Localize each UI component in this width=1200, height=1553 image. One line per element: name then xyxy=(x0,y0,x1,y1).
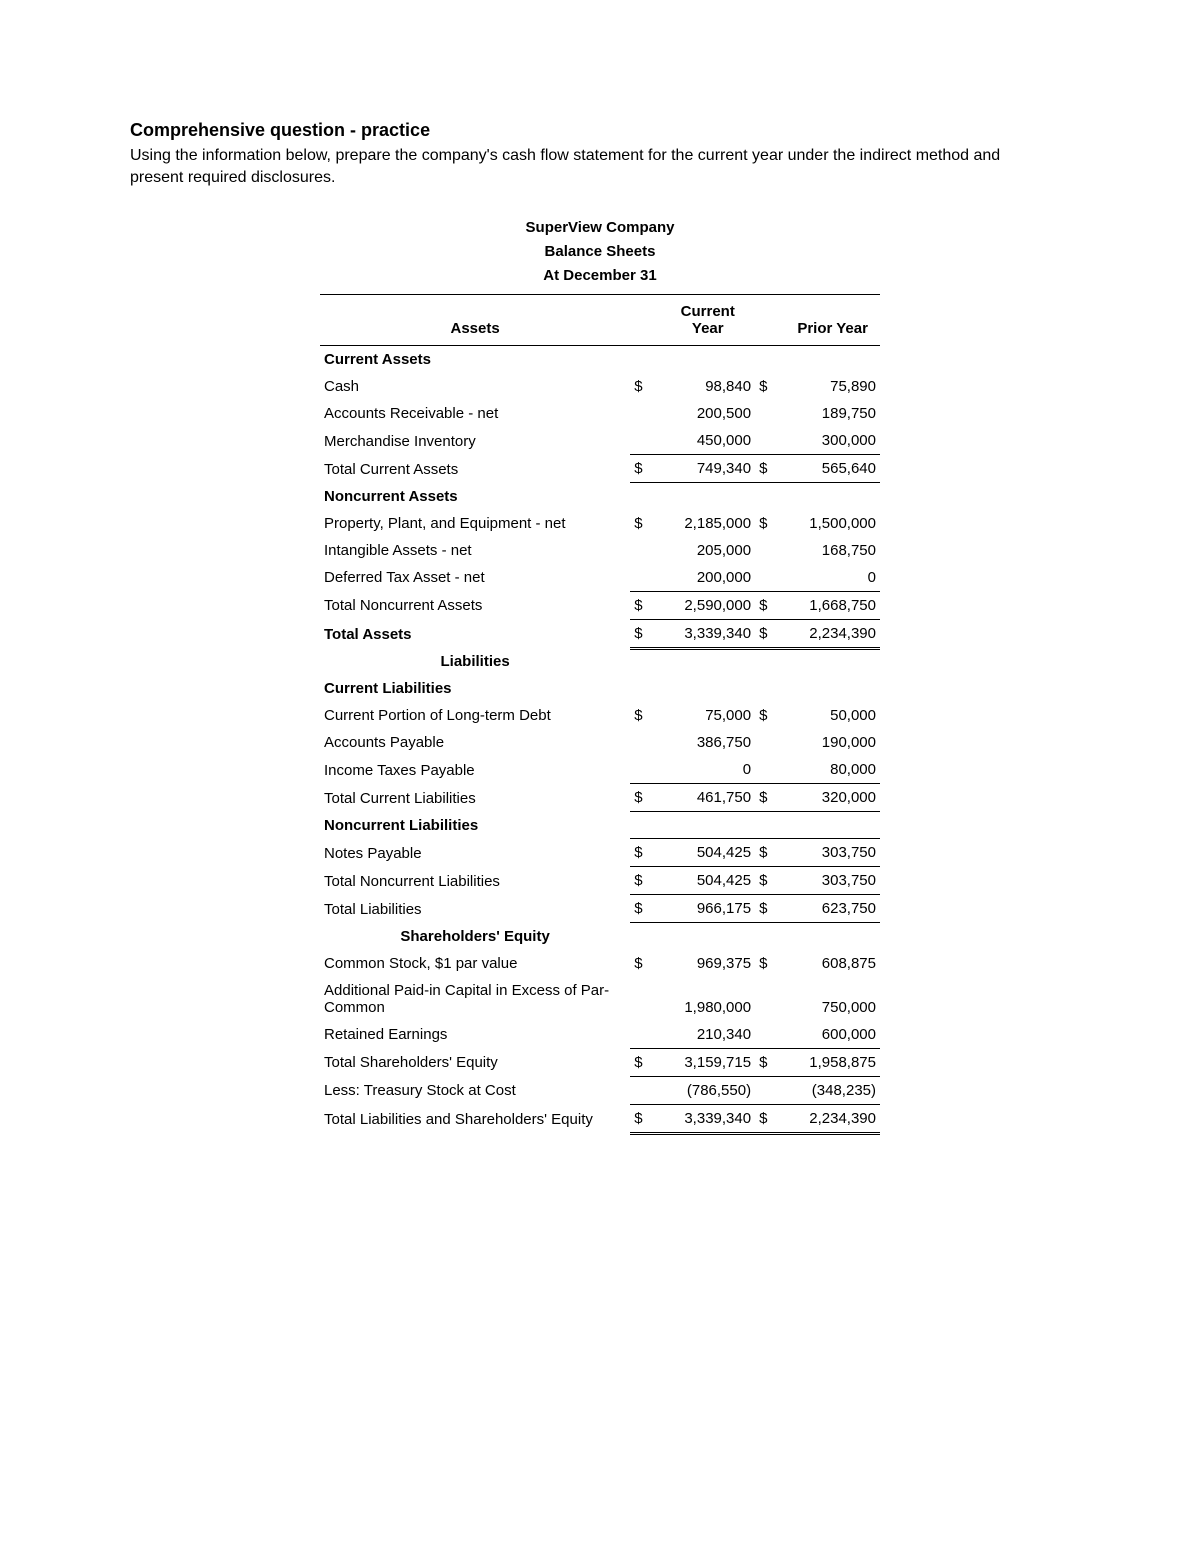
company-name: SuperView Company xyxy=(320,216,880,240)
row-tse: Total Shareholders' Equity $ 3,159,715 $… xyxy=(320,1048,880,1076)
col-assets: Assets xyxy=(320,295,630,346)
section-shareholders-equity: Shareholders' Equity xyxy=(320,923,880,950)
page: Comprehensive question - practice Using … xyxy=(0,0,1200,1553)
row-tcl: Total Current Liabilities $ 461,750 $ 32… xyxy=(320,784,880,812)
section-current-liabilities: Current Liabilities xyxy=(320,675,880,702)
row-total-liabilities: Total Liabilities $ 966,175 $ 623,750 xyxy=(320,895,880,923)
balance-sheet-table: Assets Current Year Prior Year Current A… xyxy=(320,294,880,1135)
row-common-stock: Common Stock, $1 par value $ 969,375 $ 6… xyxy=(320,950,880,977)
report-date: At December 31 xyxy=(320,264,880,288)
row-tlse: Total Liabilities and Shareholders' Equi… xyxy=(320,1104,880,1133)
col-prior: Prior Year xyxy=(785,295,880,346)
section-current-assets: Current Assets xyxy=(320,346,880,374)
row-itp: Income Taxes Payable 0 80,000 xyxy=(320,756,880,784)
balance-sheet: SuperView Company Balance Sheets At Dece… xyxy=(320,216,880,1135)
row-cash: Cash $ 98,840 $ 75,890 xyxy=(320,373,880,400)
row-ppe: Property, Plant, and Equipment - net $ 2… xyxy=(320,510,880,537)
row-tncl: Total Noncurrent Liabilities $ 504,425 $… xyxy=(320,867,880,895)
row-notes-payable: Notes Payable $ 504,425 $ 303,750 xyxy=(320,839,880,867)
statement-header: SuperView Company Balance Sheets At Dece… xyxy=(320,216,880,288)
row-apic: Additional Paid-in Capital in Excess of … xyxy=(320,977,880,1021)
report-name: Balance Sheets xyxy=(320,240,880,264)
row-tnca: Total Noncurrent Assets $ 2,590,000 $ 1,… xyxy=(320,591,880,619)
question-body: Using the information below, prepare the… xyxy=(130,145,1050,188)
row-treasury: Less: Treasury Stock at Cost (786,550) (… xyxy=(320,1076,880,1104)
row-ap: Accounts Payable 386,750 190,000 xyxy=(320,729,880,756)
row-tca: Total Current Assets $ 749,340 $ 565,640 xyxy=(320,455,880,483)
row-dta: Deferred Tax Asset - net 200,000 0 xyxy=(320,564,880,592)
row-retained-earnings: Retained Earnings 210,340 600,000 xyxy=(320,1021,880,1049)
row-intangibles: Intangible Assets - net 205,000 168,750 xyxy=(320,537,880,564)
row-cpltd: Current Portion of Long-term Debt $ 75,0… xyxy=(320,702,880,729)
column-headers: Assets Current Year Prior Year xyxy=(320,295,880,346)
row-total-assets: Total Assets $ 3,339,340 $ 2,234,390 xyxy=(320,619,880,648)
section-noncurrent-liabilities: Noncurrent Liabilities xyxy=(320,812,880,839)
row-inventory: Merchandise Inventory 450,000 300,000 xyxy=(320,427,880,455)
section-liabilities-title: Liabilities xyxy=(320,648,880,675)
section-noncurrent-assets: Noncurrent Assets xyxy=(320,483,880,510)
question-title: Comprehensive question - practice xyxy=(130,120,1070,141)
col-current: Current Year xyxy=(660,295,755,346)
row-ar: Accounts Receivable - net 200,500 189,75… xyxy=(320,400,880,427)
